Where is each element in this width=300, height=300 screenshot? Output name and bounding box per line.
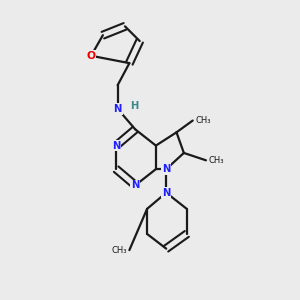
Text: O: O: [87, 51, 96, 61]
Text: CH₃: CH₃: [112, 246, 127, 255]
Text: CH₃: CH₃: [208, 156, 224, 165]
Text: N: N: [131, 180, 140, 190]
Text: N: N: [162, 164, 170, 174]
Text: N: N: [113, 104, 122, 114]
Text: H: H: [130, 101, 138, 111]
Text: CH₃: CH₃: [195, 116, 211, 125]
Text: N: N: [162, 188, 170, 198]
Text: N: N: [112, 141, 120, 151]
